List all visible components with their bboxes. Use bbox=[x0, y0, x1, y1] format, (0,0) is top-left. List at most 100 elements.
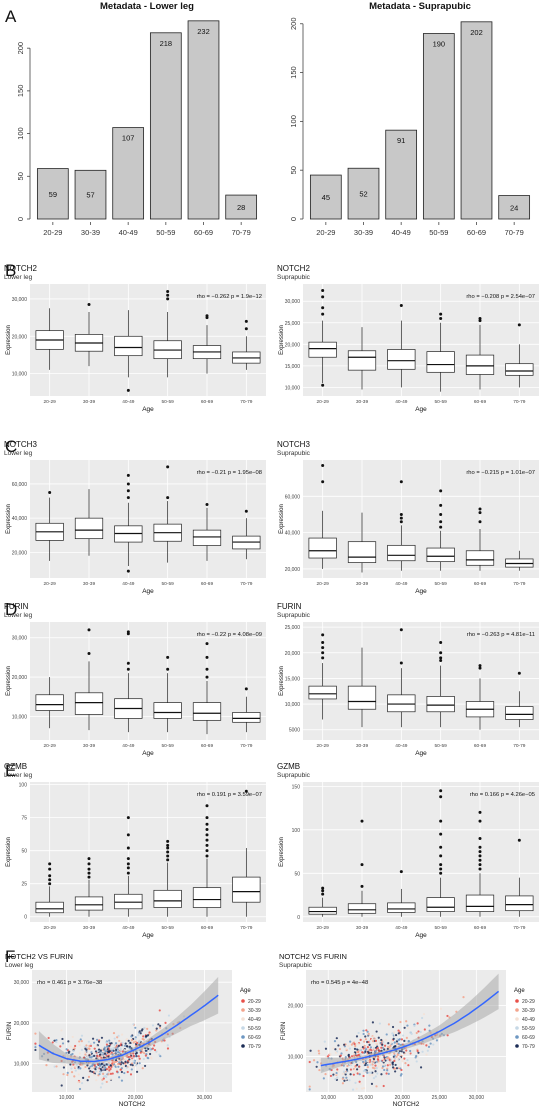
data-point bbox=[121, 1041, 124, 1044]
x-tick-label: 50-59 bbox=[162, 581, 175, 587]
x-tick-label: 50-59 bbox=[162, 743, 175, 749]
data-point bbox=[393, 1041, 396, 1044]
data-point bbox=[61, 1037, 64, 1041]
outlier-point bbox=[478, 810, 482, 814]
outlier-point bbox=[126, 862, 130, 866]
data-point bbox=[421, 1050, 424, 1053]
outlier-point bbox=[48, 862, 52, 866]
outlier-point bbox=[439, 641, 443, 645]
data-point bbox=[159, 1055, 162, 1058]
x-tick-label: 25,000 bbox=[432, 1095, 448, 1101]
data-point bbox=[80, 1082, 84, 1085]
legend-key-20-29 bbox=[515, 999, 519, 1003]
data-point bbox=[349, 1068, 353, 1071]
y-axis-label: Expression bbox=[279, 325, 285, 355]
data-point bbox=[77, 1073, 80, 1076]
box-30-39 bbox=[74, 517, 104, 540]
data-point bbox=[88, 1044, 91, 1048]
data-point bbox=[354, 1065, 357, 1068]
data-point bbox=[359, 1038, 362, 1041]
x-tick-label: 60-69 bbox=[194, 228, 213, 237]
data-point bbox=[429, 1042, 432, 1045]
outlier-point bbox=[399, 870, 403, 874]
data-point bbox=[335, 1071, 338, 1075]
data-point bbox=[369, 1071, 372, 1074]
data-point bbox=[123, 1044, 127, 1047]
data-point bbox=[392, 1037, 395, 1040]
box-50-59 bbox=[153, 702, 182, 719]
data-point bbox=[395, 1040, 399, 1043]
outlier-point bbox=[399, 304, 403, 308]
data-point bbox=[391, 1032, 394, 1035]
box-50-59 bbox=[426, 547, 455, 563]
outlier-point bbox=[439, 795, 443, 799]
tissue-subtitle: Suprapubic bbox=[277, 450, 311, 457]
data-point bbox=[353, 1042, 356, 1046]
data-point bbox=[123, 1071, 126, 1075]
bar-30-39 bbox=[347, 167, 380, 220]
data-point bbox=[417, 1030, 420, 1033]
data-point bbox=[369, 1046, 373, 1049]
data-point bbox=[77, 1081, 80, 1084]
gene-title: NOTCH3 bbox=[4, 440, 37, 449]
outlier-point bbox=[205, 314, 209, 318]
data-point bbox=[146, 1027, 149, 1031]
outlier-point bbox=[126, 496, 130, 500]
data-point bbox=[108, 1069, 111, 1072]
legend-label: 40-49 bbox=[248, 1017, 261, 1023]
outlier-point bbox=[126, 569, 130, 573]
data-point bbox=[127, 1039, 130, 1042]
panel-letter-b: B bbox=[5, 261, 16, 280]
data-point bbox=[137, 1055, 140, 1058]
data-point bbox=[34, 1032, 37, 1035]
x-tick-label: 60-69 bbox=[474, 399, 487, 405]
bar-chart-A-right: Metadata - Suprapubic 0 50 100 150 200 45 20-29… bbox=[289, 1, 531, 237]
data-point bbox=[378, 1049, 381, 1052]
data-point bbox=[125, 1045, 129, 1048]
data-point bbox=[345, 1076, 348, 1079]
data-point bbox=[155, 1029, 158, 1032]
data-point bbox=[86, 1064, 89, 1067]
data-point bbox=[383, 1056, 386, 1059]
outlier-point bbox=[205, 833, 209, 837]
box-60-69 bbox=[192, 702, 222, 721]
data-point bbox=[155, 1027, 158, 1030]
data-point bbox=[415, 1060, 418, 1063]
data-point bbox=[383, 1063, 386, 1066]
data-point bbox=[115, 1070, 119, 1073]
data-point bbox=[83, 1051, 87, 1054]
x-tick-label: 40-49 bbox=[122, 743, 135, 749]
outlier-point bbox=[126, 482, 130, 486]
x-tick-label: 60-69 bbox=[467, 228, 486, 237]
data-point bbox=[364, 1063, 367, 1067]
x-tick-label: 50-59 bbox=[429, 228, 448, 237]
data-point bbox=[82, 1076, 85, 1080]
outlier-point bbox=[87, 867, 91, 871]
data-point bbox=[398, 1066, 401, 1069]
data-point bbox=[99, 1071, 102, 1074]
data-point bbox=[169, 1019, 172, 1022]
outlier-point bbox=[205, 642, 209, 646]
x-tick-label: 60-69 bbox=[474, 581, 487, 587]
outlier-point bbox=[478, 666, 482, 670]
data-point bbox=[70, 1070, 74, 1074]
box-40-49 bbox=[387, 694, 416, 713]
data-point bbox=[334, 1078, 337, 1081]
data-point bbox=[124, 1060, 127, 1063]
data-point bbox=[335, 1037, 338, 1040]
data-point bbox=[116, 1050, 120, 1054]
outlier-point bbox=[399, 516, 403, 520]
data-point bbox=[382, 1059, 385, 1063]
x-tick-label: 50-59 bbox=[435, 743, 448, 749]
y-tick-label: 75 bbox=[21, 816, 27, 822]
data-point bbox=[84, 1053, 87, 1056]
bar-30-39 bbox=[74, 169, 107, 220]
outlier-point bbox=[87, 875, 91, 879]
data-point bbox=[356, 1068, 359, 1071]
data-point bbox=[107, 1062, 110, 1065]
y-axis-label: Expression bbox=[279, 837, 285, 867]
data-point bbox=[388, 1058, 391, 1062]
data-point bbox=[82, 1067, 85, 1070]
